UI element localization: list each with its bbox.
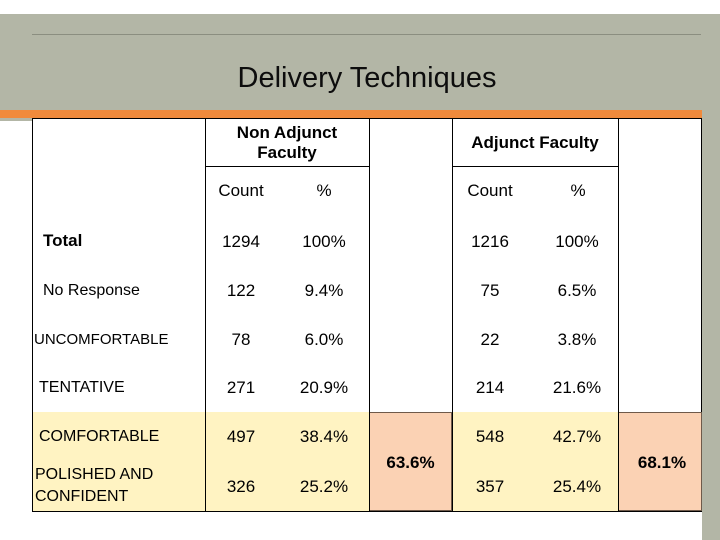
title-panel	[32, 34, 701, 111]
subheader-count: Count	[467, 181, 513, 200]
non-adjunct-summary-value: 63.6%	[386, 453, 435, 472]
table-cell: 6.0%	[304, 330, 344, 349]
highlight-rows-adjunct	[452, 412, 618, 511]
subheader-pct: %	[316, 181, 332, 200]
grid-line	[618, 118, 619, 512]
header-adjunct-faculty: Adjunct Faculty	[471, 133, 599, 152]
highlight-rows-non-adjunct	[33, 412, 369, 511]
table-cell: 42.7%	[552, 427, 602, 446]
grid-line	[452, 166, 618, 167]
grid-line	[205, 166, 369, 167]
table-cell: 75	[480, 281, 500, 300]
subheader-count: Count	[218, 181, 264, 200]
table-cell: 548	[475, 427, 505, 446]
table-cell: 9.4%	[304, 281, 344, 300]
adjunct-summary-value: 68.1%	[637, 453, 687, 472]
accent-bar	[0, 110, 702, 118]
table-cell: 326	[226, 477, 256, 496]
table-cell: 271	[226, 378, 256, 397]
row-label-total: Total	[43, 231, 83, 250]
subheader-pct: %	[570, 181, 586, 200]
grid-line	[205, 118, 206, 512]
table-cell: 78	[231, 330, 251, 349]
non-adjunct-summary-box	[369, 412, 452, 511]
table-cell: 100%	[302, 232, 346, 251]
table-cell: 20.9%	[299, 378, 349, 397]
table-cell: 357	[475, 477, 505, 496]
slide-title: Delivery Techniques	[237, 62, 497, 94]
row-label-uncomfortable: UNCOMFORTABLE	[34, 331, 169, 348]
table-cell: 1216	[471, 232, 509, 251]
table-cell: 25.2%	[299, 477, 349, 496]
table-cell: 497	[226, 427, 256, 446]
row-label-comfortable: COMFORTABLE	[39, 428, 160, 445]
table-cell: 38.4%	[299, 427, 349, 446]
grid-line	[452, 118, 453, 512]
adjunct-summary-box	[618, 412, 702, 511]
table-cell: 25.4%	[552, 477, 602, 496]
header-non-adjunct-faculty: Non Adjunct Faculty	[236, 123, 338, 162]
table-cell: 214	[475, 378, 505, 397]
table-cell: 100%	[555, 232, 599, 251]
table-cell: 3.8%	[557, 330, 597, 349]
row-label-no-response: No Response	[43, 282, 140, 299]
table-cell: 122	[226, 281, 256, 300]
table-cell: 1294	[222, 232, 260, 251]
slide-right-band	[702, 14, 720, 540]
grid-line	[369, 118, 370, 512]
row-label-tentative: TENTATIVE	[39, 379, 125, 396]
table-cell: 22	[480, 330, 500, 349]
table-cell: 21.6%	[552, 378, 602, 397]
table-cell: 6.5%	[557, 281, 597, 300]
row-label-polished-confident: POLISHED AND CONFIDENT	[35, 466, 154, 505]
